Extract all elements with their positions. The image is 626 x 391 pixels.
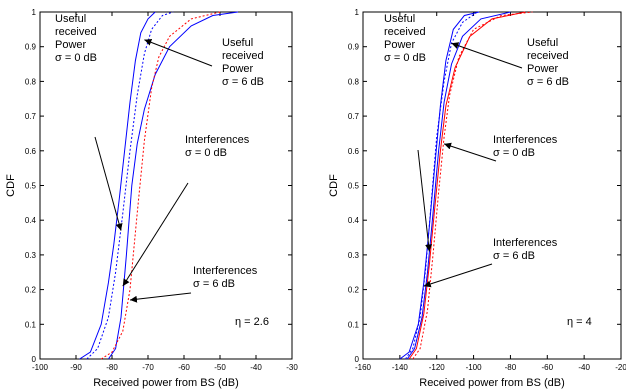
annotation-label: Useful received Power σ = 0 dB — [55, 13, 97, 64]
y-tick-label: 1 — [32, 8, 37, 17]
y-tick-label: 0.4 — [348, 216, 360, 225]
annotation-arrow — [417, 149, 433, 252]
series-line-2 — [107, 11, 239, 360]
chart-panel-2: -160 -140 -120 -100 -80 -60 -40 -20 0 0.1 0.2 0.3 0.… — [328, 8, 626, 389]
annotation-label: Useful received Power σ = 6 dB — [527, 37, 569, 88]
x-tick-label: -90 — [70, 363, 82, 372]
annotation-arrow — [129, 292, 192, 303]
x-tick-label: -50 — [214, 363, 226, 372]
y-axis-label: CDF — [328, 174, 340, 197]
x-tick-label: -100 — [32, 363, 49, 372]
y-tick-label: 0.3 — [25, 251, 37, 260]
y-tick-label: 0.6 — [25, 147, 37, 156]
series-line-4 — [100, 11, 221, 360]
annotation-arrow — [443, 142, 497, 162]
y-tick-label: 0.2 — [348, 286, 360, 295]
y-tick-label: 0.1 — [25, 320, 37, 329]
annotation-label: Interferences σ = 0 dB — [493, 134, 558, 159]
y-tick-label: 0.9 — [25, 43, 37, 52]
y-tick-label: 0.8 — [348, 77, 360, 86]
y-tick-label: 0.3 — [348, 251, 360, 260]
annotation-arrow — [122, 182, 189, 287]
y-tick-label: 0 — [355, 355, 360, 364]
y-axis-label: CDF — [5, 174, 17, 197]
chart-panel-1: -100 -90 -80 -70 -60 -50 -40 -30 0 0.1 0.2 0.3 0.4 0.… — [5, 8, 298, 389]
eta-label: η = 4 — [567, 316, 592, 328]
x-axis-label: Received power from BS (dB) — [93, 377, 239, 389]
x-tick-label: -60 — [542, 363, 554, 372]
x-tick-label: -100 — [466, 363, 483, 372]
y-tick-label: 0.8 — [25, 77, 37, 86]
series-line-2 — [406, 11, 511, 360]
x-tick-label: -140 — [392, 363, 409, 372]
x-tick-label: -80 — [505, 363, 517, 372]
series-line-5 — [412, 11, 533, 360]
annotation-label: Interferences σ = 6 dB — [493, 237, 558, 262]
x-tick-label: -80 — [106, 363, 118, 372]
series-line-1 — [399, 11, 480, 360]
eta-label: η = 2.6 — [235, 316, 269, 328]
plot-area — [362, 11, 622, 360]
annotation-label: Useful received Power σ = 0 dB — [384, 13, 426, 64]
series-line-3 — [86, 11, 174, 360]
y-tick-label: 0.4 — [25, 216, 37, 225]
annotation-label: Interferences σ = 6 dB — [193, 265, 258, 290]
annotation-arrow — [423, 263, 493, 288]
y-tick-label: 0.2 — [25, 286, 37, 295]
series-line-1 — [79, 11, 156, 360]
y-tick-label: 0.5 — [348, 182, 360, 191]
x-tick-label: -60 — [178, 363, 190, 372]
y-tick-label: 0 — [32, 355, 37, 364]
x-tick-label: -40 — [578, 363, 590, 372]
y-tick-label: 1 — [355, 8, 360, 17]
y-tick-label: 0.7 — [348, 112, 360, 121]
annotation-arrow — [94, 136, 123, 231]
y-tick-label: 0.9 — [348, 43, 360, 52]
x-tick-label: -70 — [142, 363, 154, 372]
x-tick-label: -160 — [355, 363, 372, 372]
annotation-arrow — [144, 39, 213, 67]
x-tick-label: -40 — [250, 363, 262, 372]
y-tick-label: 0.5 — [25, 182, 37, 191]
annotation-arrow — [451, 42, 523, 69]
x-tick-label: -120 — [429, 363, 446, 372]
y-tick-label: 0.6 — [348, 147, 360, 156]
y-tick-label: 0.7 — [25, 112, 37, 121]
series-line-4 — [404, 11, 478, 360]
series-line-3 — [408, 11, 526, 360]
x-tick-label: -30 — [286, 363, 298, 372]
plot-area — [39, 11, 293, 360]
x-tick-label: -20 — [615, 363, 626, 372]
x-axis-label: Received power from BS (dB) — [419, 377, 565, 389]
y-tick-label: 0.1 — [348, 320, 360, 329]
annotation-label: Useful received Power σ = 6 dB — [222, 37, 264, 88]
annotation-label: Interferences σ = 0 dB — [185, 134, 250, 159]
